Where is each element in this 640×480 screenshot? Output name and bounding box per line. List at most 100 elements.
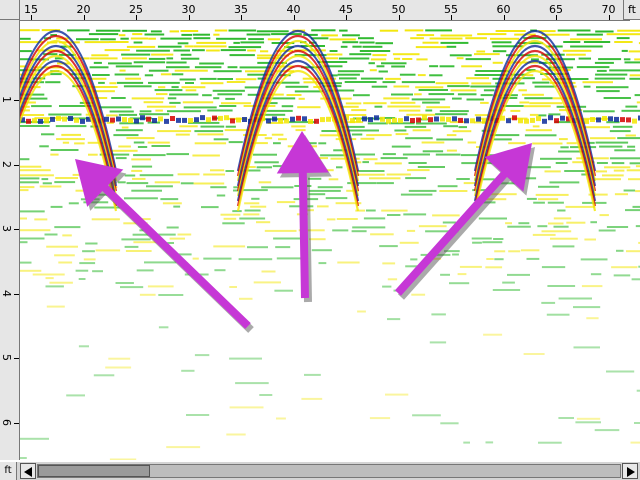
reflection-segment <box>412 129 431 132</box>
strong-reflector <box>158 116 163 122</box>
reflection-segment <box>339 29 348 32</box>
reflection-segment <box>546 313 570 316</box>
reflection-segment <box>606 121 620 124</box>
reflection-segment <box>471 237 492 240</box>
reflection-segment <box>583 110 615 113</box>
reflection-segment <box>106 121 114 124</box>
reflection-segment <box>524 97 553 100</box>
reflection-segment <box>253 281 281 284</box>
reflection-segment <box>372 54 387 57</box>
strong-reflector <box>116 116 121 122</box>
reflection-segment <box>459 265 482 268</box>
reflection-segment <box>478 217 507 220</box>
reflection-segment <box>180 30 199 32</box>
reflection-segment <box>375 42 393 45</box>
hyperbola-reflection <box>236 60 360 202</box>
reflection-segment <box>339 77 357 80</box>
scroll-thumb[interactable] <box>38 465 150 477</box>
reflection-segment <box>50 205 63 208</box>
reflection-segment <box>20 125 50 127</box>
reflection-segment <box>166 446 201 449</box>
reflection-segment <box>34 218 48 221</box>
ruler-corner <box>0 0 20 20</box>
reflection-segment <box>421 141 445 144</box>
strong-reflector <box>374 115 379 121</box>
reflection-segment <box>452 97 462 100</box>
reflection-segment <box>113 134 139 137</box>
reflection-segment <box>335 202 362 205</box>
reflection-segment <box>250 205 267 208</box>
reflection-segment <box>180 53 192 56</box>
scroll-track[interactable] <box>37 464 621 478</box>
reflection-segment <box>416 58 428 61</box>
radargram-view[interactable] <box>20 21 640 460</box>
reflection-segment <box>629 77 640 80</box>
reflection-segment <box>352 170 385 172</box>
reflection-segment <box>540 73 569 75</box>
reflection-segment <box>494 258 504 261</box>
reflection-segment <box>54 226 81 229</box>
reflection-segment <box>310 37 329 40</box>
distance-tick-mark <box>556 15 557 20</box>
reflection-segment <box>150 30 162 33</box>
reflection-segment <box>264 137 273 140</box>
reflection-segment <box>491 41 512 44</box>
reflection-segment <box>86 77 107 80</box>
reflection-segment <box>485 441 494 444</box>
reflection-segment <box>200 82 224 85</box>
strong-reflector <box>398 118 403 124</box>
depth-tick-mark <box>14 358 19 359</box>
reflection-segment <box>625 105 638 108</box>
reflection-segment <box>311 249 332 252</box>
reflection-segment <box>61 133 81 136</box>
strong-reflector <box>284 118 289 124</box>
reflection-segment <box>609 157 640 160</box>
reflection-segment <box>115 282 134 284</box>
scroll-right-button[interactable] <box>622 463 638 479</box>
reflection-segment <box>54 181 76 184</box>
reflection-segment <box>93 374 115 377</box>
reflection-segment <box>177 233 192 236</box>
reflection-segment <box>260 93 284 96</box>
reflection-segment <box>43 53 58 56</box>
reflection-segment <box>624 61 640 64</box>
reflection-segment <box>359 41 375 44</box>
reflection-segment <box>508 117 528 120</box>
reflection-segment <box>465 37 487 40</box>
reflection-segment <box>295 129 306 132</box>
reflection-segment <box>634 94 640 97</box>
reflection-segment <box>486 258 494 260</box>
reflection-segment <box>318 262 327 265</box>
reflection-segment <box>383 117 396 119</box>
reflection-segment <box>225 97 235 100</box>
reflection-segment <box>185 89 197 92</box>
reflection-segment <box>617 137 640 140</box>
strong-reflector <box>518 118 523 124</box>
strong-reflector <box>458 117 463 123</box>
reflection-segment <box>320 154 347 157</box>
reflection-segment <box>46 305 65 308</box>
reflection-segment <box>612 125 633 128</box>
reflection-segment <box>594 429 620 432</box>
reflection-segment <box>83 258 96 261</box>
reflection-segment <box>318 142 327 145</box>
reflection-segment <box>584 238 596 241</box>
hyperbola-reflection <box>20 45 118 187</box>
distance-tick-mark <box>188 15 190 20</box>
reflection-segment <box>131 158 151 161</box>
reflection-segment <box>166 57 174 60</box>
reflection-segment <box>309 238 326 241</box>
reflection-segment <box>313 86 321 88</box>
reflection-segment <box>298 229 325 232</box>
reflection-segment <box>525 129 552 132</box>
reflection-segment <box>385 393 409 396</box>
reflection-segment <box>613 169 625 172</box>
reflection-segment <box>317 186 343 189</box>
scroll-left-button[interactable] <box>20 463 36 479</box>
reflection-segment <box>362 45 383 48</box>
distance-tick-label: 65 <box>549 3 563 16</box>
reflection-segment <box>476 50 486 53</box>
reflection-segment <box>625 209 640 212</box>
hyperbola-reflection <box>236 35 360 177</box>
reflection-segment <box>188 121 220 124</box>
